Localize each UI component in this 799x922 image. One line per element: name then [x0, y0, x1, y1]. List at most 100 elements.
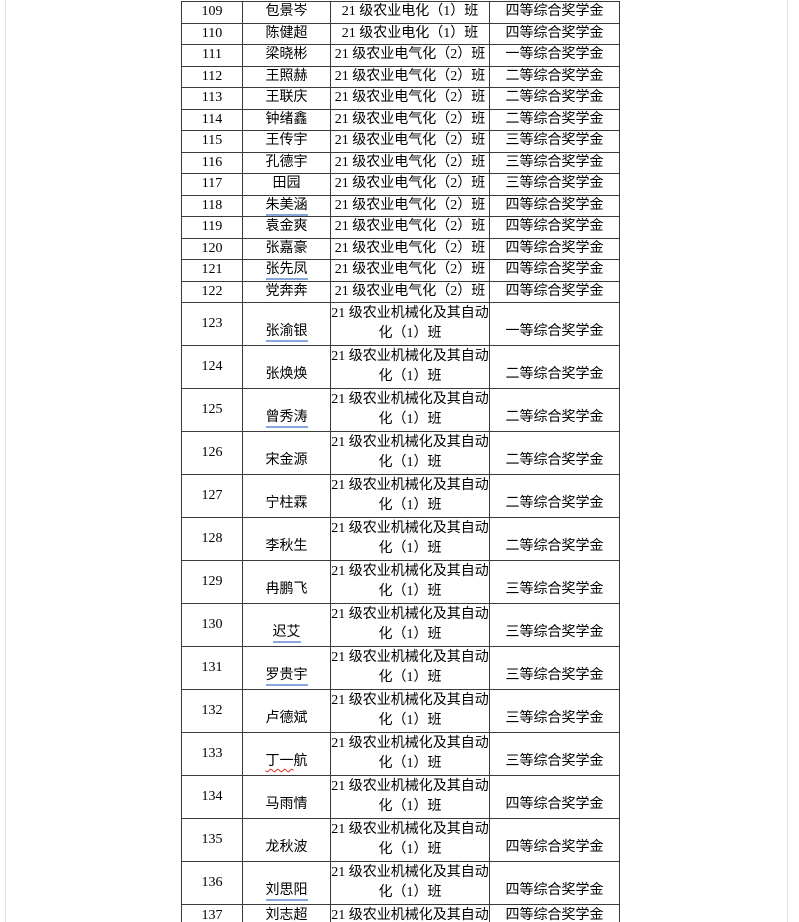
student-name: 包景岑	[265, 4, 308, 20]
student-name: 朱美涵	[265, 198, 308, 216]
student-name-cell: 朱美涵	[242, 194, 331, 217]
class-name-line: 21 级农业机械化及其自动	[331, 477, 489, 493]
row-number: 118	[181, 194, 243, 217]
student-name: 龙秋波	[265, 840, 308, 855]
scholarship-level: 四等综合奖学金	[489, 237, 620, 260]
student-name: 王联庆	[265, 90, 308, 106]
student-name-cell: 张先凤	[242, 259, 331, 282]
class-name-line: 化（1）班	[378, 842, 442, 857]
class-name-line: 21 级农业电气化（2）班	[334, 219, 486, 234]
class-name-line: 21 级农业机械化及其自动	[331, 520, 489, 536]
table-row: 119 袁金爽 21 级农业电气化（2）班 四等综合奖学金	[181, 216, 620, 239]
student-name: 王照赫	[265, 68, 308, 84]
class-name-line: 21 级农业机械化及其自动	[331, 778, 489, 794]
row-number: 133	[181, 732, 243, 776]
class-name-line: 化（1）班	[378, 584, 442, 599]
row-number: 113	[181, 87, 243, 110]
class-name: 21 级农业机械化及其自动 化（1）班	[330, 345, 490, 389]
table-row: 126 宋金源 21 级农业机械化及其自动 化（1）班 二等综合奖学金	[181, 431, 620, 475]
class-name-line: 21 级农业机械化及其自动	[331, 391, 489, 407]
table-row: 109 包景岑 21 级农业电化（1）班 四等综合奖学金	[181, 1, 620, 24]
class-name-line: 21 级农业机械化及其自动	[331, 735, 489, 751]
class-name-line: 化（1）班	[378, 369, 442, 384]
class-name: 21 级农业电气化（2）班	[330, 216, 490, 239]
class-name: 21 级农业电化（1）班	[330, 22, 490, 45]
scholarship-level: 三等综合奖学金	[489, 646, 620, 690]
class-name: 21 级农业电气化（2）班	[330, 130, 490, 153]
class-name-line: 21 级农业电气化（2）班	[334, 283, 486, 299]
class-name-line: 21 级农业机械化及其自动	[331, 348, 489, 364]
class-name: 21 级农业机械化及其自动 化（1）班	[330, 775, 490, 819]
table-row: 111 梁晓彬 21 级农业电气化（2）班 一等综合奖学金	[181, 44, 620, 67]
scholarship-level: 二等综合奖学金	[489, 474, 620, 518]
scholarship-level: 三等综合奖学金	[489, 689, 620, 733]
class-name-line: 化（1）班	[378, 498, 442, 513]
table-row: 121 张先凤 21 级农业电气化（2）班 四等综合奖学金	[181, 259, 620, 282]
student-name-cell: 迟艾	[242, 603, 331, 647]
student-name: 孔德宇	[265, 154, 308, 170]
page-edge-left	[5, 0, 6, 922]
scholarship-level: 三等综合奖学金	[489, 732, 620, 776]
scholarship-level: 三等综合奖学金	[489, 130, 620, 153]
class-name: 21 级农业机械化及其自动 化（1）班	[330, 302, 490, 346]
class-name: 21 级农业机械化及其自动 化（1）班	[330, 388, 490, 432]
student-name-cell: 张渝银	[242, 302, 331, 346]
table-row: 113 王联庆 21 级农业电气化（2）班 二等综合奖学金	[181, 87, 620, 110]
table-row: 134 马雨情 21 级农业机械化及其自动 化（1）班 四等综合奖学金	[181, 775, 620, 819]
student-name-cell: 冉鹏飞	[242, 560, 331, 604]
row-number: 111	[181, 44, 243, 67]
row-number: 119	[181, 216, 243, 239]
scholarship-level: 二等综合奖学金	[489, 65, 620, 88]
row-number: 109	[181, 1, 243, 24]
class-name-line: 21 级农业电化（1）班	[341, 25, 479, 41]
row-number: 136	[181, 861, 243, 905]
table-row: 114 钟绪鑫 21 级农业电气化（2）班 二等综合奖学金	[181, 108, 620, 131]
scholarship-level: 三等综合奖学金	[489, 560, 620, 604]
student-name: 钟绪鑫	[265, 111, 308, 127]
scholarship-level: 四等综合奖学金	[489, 216, 620, 239]
student-name: 卢德斌	[265, 711, 308, 726]
scholarship-level: 二等综合奖学金	[489, 87, 620, 110]
class-name-line: 化（1）班	[378, 455, 442, 470]
student-name-cell: 刘思阳	[242, 861, 331, 905]
class-name-line: 21 级农业机械化及其自动	[331, 864, 489, 880]
scholarship-level: 四等综合奖学金	[489, 22, 620, 45]
class-name-line: 21 级农业机械化及其自动	[331, 305, 489, 321]
class-name-line: 21 级农业机械化及其自动	[331, 649, 489, 665]
scholarship-level: 二等综合奖学金	[489, 345, 620, 389]
row-number: 137	[181, 904, 243, 922]
class-name-line: 21 级农业电气化（2）班	[334, 197, 486, 213]
class-name-line: 21 级农业机械化及其自动	[331, 434, 489, 450]
row-number: 127	[181, 474, 243, 518]
row-number: 115	[181, 130, 243, 153]
scholarship-level: 一等综合奖学金	[489, 44, 620, 67]
class-name: 21 级农业机械化及其自动 化（1）班	[330, 732, 490, 776]
student-name-cell: 孔德宇	[242, 151, 331, 174]
class-name: 21 级农业电气化（2）班	[330, 87, 490, 110]
student-name-cell: 曾秀涛	[242, 388, 331, 432]
class-name-line: 21 级农业机械化及其自动	[331, 606, 489, 622]
student-name: 党奔奔	[265, 283, 308, 299]
class-name: 21 级农业机械化及其自动 化（1）班	[330, 431, 490, 475]
table-row: 116 孔德宇 21 级农业电气化（2）班 三等综合奖学金	[181, 151, 620, 174]
class-name-line: 21 级农业电气化（2）班	[334, 133, 486, 148]
row-number: 126	[181, 431, 243, 475]
student-name-rest: 航	[293, 754, 308, 769]
table-row: 133 丁一航 21 级农业机械化及其自动 化（1）班 三等综合奖学金	[181, 732, 620, 776]
table-row: 120 张嘉豪 21 级农业电气化（2）班 四等综合奖学金	[181, 237, 620, 260]
student-name: 陈健超	[265, 25, 308, 41]
scholarship-level: 三等综合奖学金	[489, 603, 620, 647]
student-name-cell: 刘志超	[242, 904, 331, 922]
student-name: 田园	[272, 176, 301, 192]
table-row: 132 卢德斌 21 级农业机械化及其自动 化（1）班 三等综合奖学金	[181, 689, 620, 733]
table-row: 125 曾秀涛 21 级农业机械化及其自动 化（1）班 二等综合奖学金	[181, 388, 620, 432]
class-name: 21 级农业机械化及其自动 化（1）班	[330, 818, 490, 862]
class-name-line: 21 级农业电气化（2）班	[334, 111, 486, 127]
student-name: 曾秀涛	[265, 410, 308, 428]
table-row: 123 张渝银 21 级农业机械化及其自动 化（1）班 一等综合奖学金	[181, 302, 620, 346]
class-name: 21 级农业机械化及其自动 化（1）班	[330, 603, 490, 647]
student-name: 冉鹏飞	[265, 582, 308, 597]
row-number: 129	[181, 560, 243, 604]
table-row: 115 王传宇 21 级农业电气化（2）班 三等综合奖学金	[181, 130, 620, 153]
